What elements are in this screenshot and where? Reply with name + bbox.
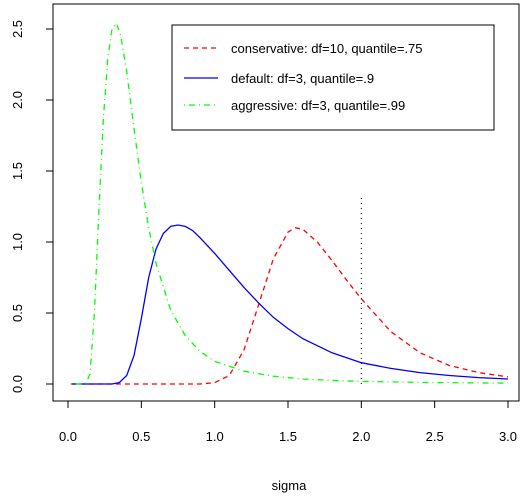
x-tick-label: 1.5 [279, 429, 297, 444]
legend-label: default: df=3, quantile=.9 [231, 71, 374, 86]
y-axis: 0.0 0.5 1.0 1.5 2.0 2.5 [10, 20, 54, 393]
x-tick-label: 1.0 [206, 429, 224, 444]
series-layer [70, 21, 509, 385]
series-default-line [70, 224, 509, 385]
x-tick-label: 0.0 [59, 429, 77, 444]
legend-label: aggressive: df=3, quantile=.99 [231, 98, 405, 113]
y-tick-label: 2.5 [10, 20, 25, 38]
x-tick-label: 3.0 [499, 429, 517, 444]
legend-box [171, 24, 495, 131]
x-axis-title: sigma [272, 478, 307, 493]
y-tick-label: 1.5 [10, 162, 25, 180]
y-tick-label: 2.0 [10, 91, 25, 109]
legend: conservative: df=10, quantile=.75 default… [171, 24, 495, 131]
y-tick-label: 1.0 [10, 233, 25, 251]
legend-label: conservative: df=10, quantile=.75 [231, 41, 423, 56]
series-conservative-line [70, 227, 509, 385]
series-aggressive-line [70, 21, 509, 385]
x-axis: 0.0 0.5 1.0 1.5 2.0 2.5 3.0 [59, 400, 517, 444]
x-tick-label: 2.0 [352, 429, 370, 444]
x-tick-label: 0.5 [132, 429, 150, 444]
x-tick-label: 2.5 [426, 429, 444, 444]
y-tick-label: 0.0 [10, 375, 25, 393]
y-tick-label: 0.5 [10, 304, 25, 322]
